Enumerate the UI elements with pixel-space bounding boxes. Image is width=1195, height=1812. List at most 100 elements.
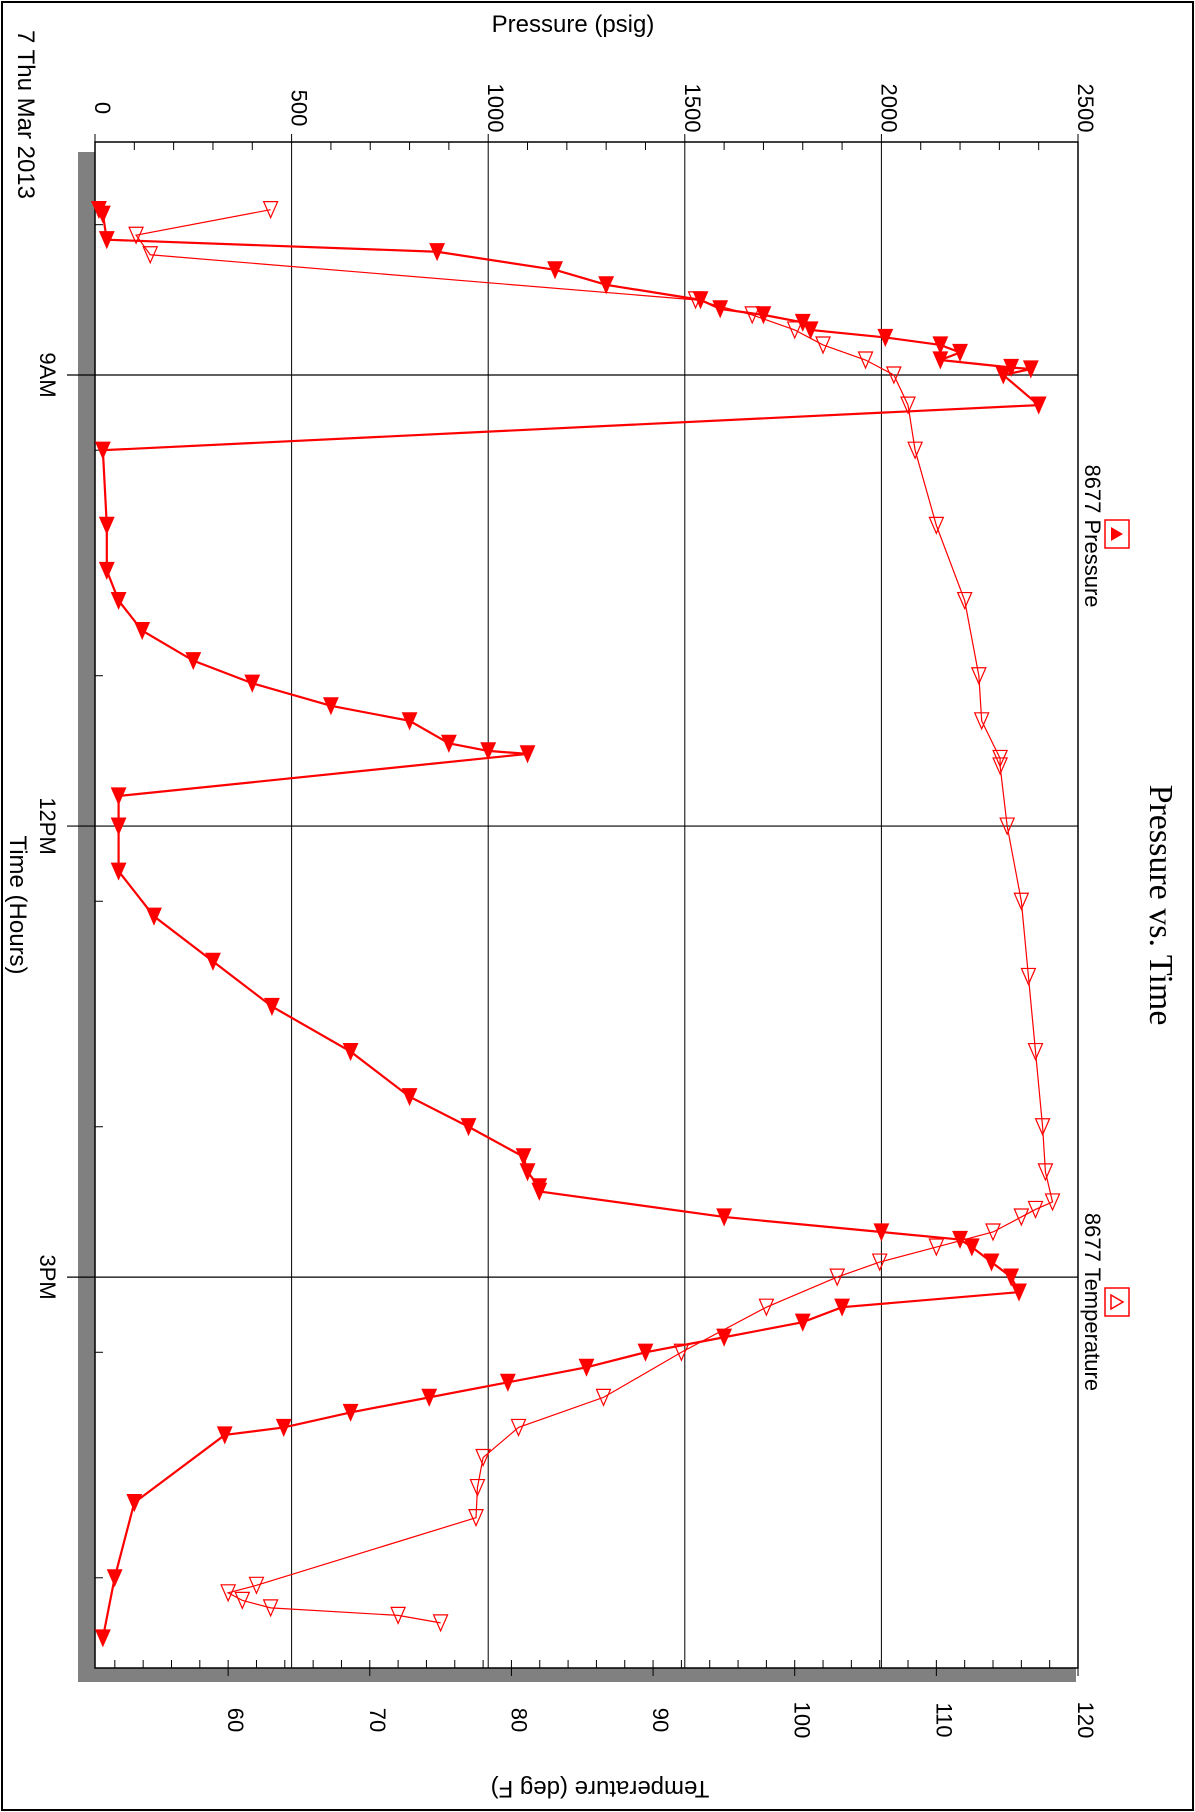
pressure-data-point	[401, 1088, 418, 1107]
temperature-data-point	[786, 321, 803, 340]
pressure-data-point	[264, 997, 280, 1016]
pressure-data-point	[932, 351, 949, 370]
series-layer	[91, 201, 1061, 1648]
series-line-temperature	[135, 209, 1054, 1624]
legend-temperature: 8677 Temperature	[1080, 1213, 1130, 1391]
temperature-data-point	[220, 1584, 237, 1603]
temperature-data-point	[248, 1576, 265, 1595]
legend-temperature-marker	[1110, 1293, 1125, 1311]
pressure-data-point	[952, 343, 968, 362]
pressure-data-point	[547, 261, 563, 280]
pressure-data-point	[963, 1238, 980, 1257]
temperature-tick-label: 100	[790, 1702, 815, 1739]
temperature-data-point	[1037, 1163, 1054, 1182]
pressure-data-point	[877, 328, 894, 347]
pressure-tick-label: 2000	[876, 84, 901, 133]
pressure-tick-label: 0	[90, 102, 115, 114]
temperature-data-point	[829, 1268, 846, 1287]
temperature-data-point	[900, 396, 916, 415]
legend-pressure: 8677 Pressure	[1080, 464, 1130, 608]
pressure-data-point	[421, 1388, 438, 1407]
temperature-tick-label: 60	[223, 1708, 248, 1732]
series-line-pressure	[98, 208, 1042, 1639]
temperature-data-point	[758, 1298, 775, 1317]
temperature-data-point	[687, 291, 704, 310]
pressure-data-point	[598, 276, 615, 295]
time-tick-label: 3PM	[35, 1254, 60, 1299]
pressure-tick-label: 2500	[1073, 84, 1098, 133]
legend-pressure-label: 8677 Pressure	[1080, 464, 1105, 607]
pressure-data-point	[205, 952, 221, 971]
legend-temperature-box	[1104, 1287, 1130, 1317]
pressure-data-point	[637, 1343, 654, 1362]
pressure-data-point	[110, 817, 127, 836]
temperature-data-point	[970, 667, 987, 686]
temperature-data-point	[475, 1448, 492, 1468]
pressure-data-point	[323, 697, 339, 716]
temperature-data-point	[468, 1509, 484, 1528]
temperature-data-point	[985, 1223, 1001, 1242]
pressure-data-point	[94, 205, 111, 224]
pressure-data-point	[429, 243, 446, 262]
pressure-data-point	[932, 336, 949, 355]
temperature-data-point	[973, 712, 990, 731]
temperature-data-point	[956, 591, 973, 611]
pressure-data-point	[110, 591, 127, 611]
pressure-data-point	[98, 516, 115, 535]
pressure-data-point	[794, 1313, 811, 1332]
pressure-data-point	[106, 1569, 123, 1588]
pressure-data-point	[802, 321, 819, 340]
temperature-data-point	[928, 1238, 945, 1257]
pressure-data-point	[515, 1148, 532, 1167]
pressure-data-point	[995, 366, 1012, 385]
temperature-tick-label: 110	[931, 1702, 956, 1737]
pressure-data-point	[480, 742, 497, 761]
pressure-data-point	[578, 1358, 595, 1377]
legend-temperature-label: 8677 Temperature	[1080, 1213, 1105, 1391]
pressure-data-point	[755, 306, 772, 325]
temperature-data-point	[142, 246, 159, 265]
plot-frame-shadow	[78, 152, 95, 1680]
temperature-data-point	[815, 336, 831, 355]
temperature-tick-label: 120	[1073, 1702, 1098, 1739]
temperature-tick-label: 90	[648, 1708, 673, 1732]
pressure-data-point	[440, 734, 457, 753]
temperature-data-point	[907, 441, 924, 460]
pressure-data-point	[110, 862, 127, 881]
temperature-data-point	[262, 1599, 279, 1618]
pressure-data-point	[98, 231, 115, 250]
pressure-axis-title: Pressure (psig)	[492, 11, 655, 38]
grid-layer	[67, 142, 1078, 1668]
temperature-data-point	[999, 817, 1016, 836]
temperature-data-point	[1027, 1042, 1044, 1062]
temperature-data-point	[885, 366, 902, 385]
temperature-data-point	[871, 1253, 888, 1272]
pressure-data-point	[185, 652, 202, 671]
temperature-tick-label: 80	[506, 1708, 531, 1732]
temperature-data-point	[390, 1606, 407, 1625]
temperature-data-point	[1034, 1118, 1051, 1137]
temperature-data-point	[857, 351, 874, 370]
temperature-data-point	[1044, 1193, 1061, 1212]
temperature-axis-title: Temperature (deg F)	[491, 1775, 710, 1802]
pressure-data-point	[342, 1042, 359, 1062]
pressure-data-point	[275, 1418, 292, 1437]
pressure-data-point	[1030, 396, 1047, 415]
pressure-data-point	[342, 1403, 359, 1422]
temperature-data-point	[673, 1343, 690, 1362]
pressure-data-point	[531, 1182, 548, 1201]
pressure-data-point	[94, 1629, 111, 1648]
plot-frame-shadow-bottom	[78, 1668, 1076, 1682]
temperature-data-point	[1013, 892, 1030, 911]
pressure-data-point	[134, 622, 151, 641]
pressure-data-point	[460, 1118, 477, 1137]
temperature-tick-label: 70	[365, 1708, 390, 1732]
pressure-tick-label: 500	[287, 90, 312, 127]
tick-layer: 0 500 1000 1500 2000 2500 60 70 80 90 100 110 120 9AM…	[35, 84, 1098, 1739]
pressure-data-point	[146, 907, 162, 926]
temperature-data-point	[469, 1478, 486, 1498]
time-tick-label: 9AM	[35, 352, 60, 397]
pressure-data-point	[110, 787, 127, 806]
